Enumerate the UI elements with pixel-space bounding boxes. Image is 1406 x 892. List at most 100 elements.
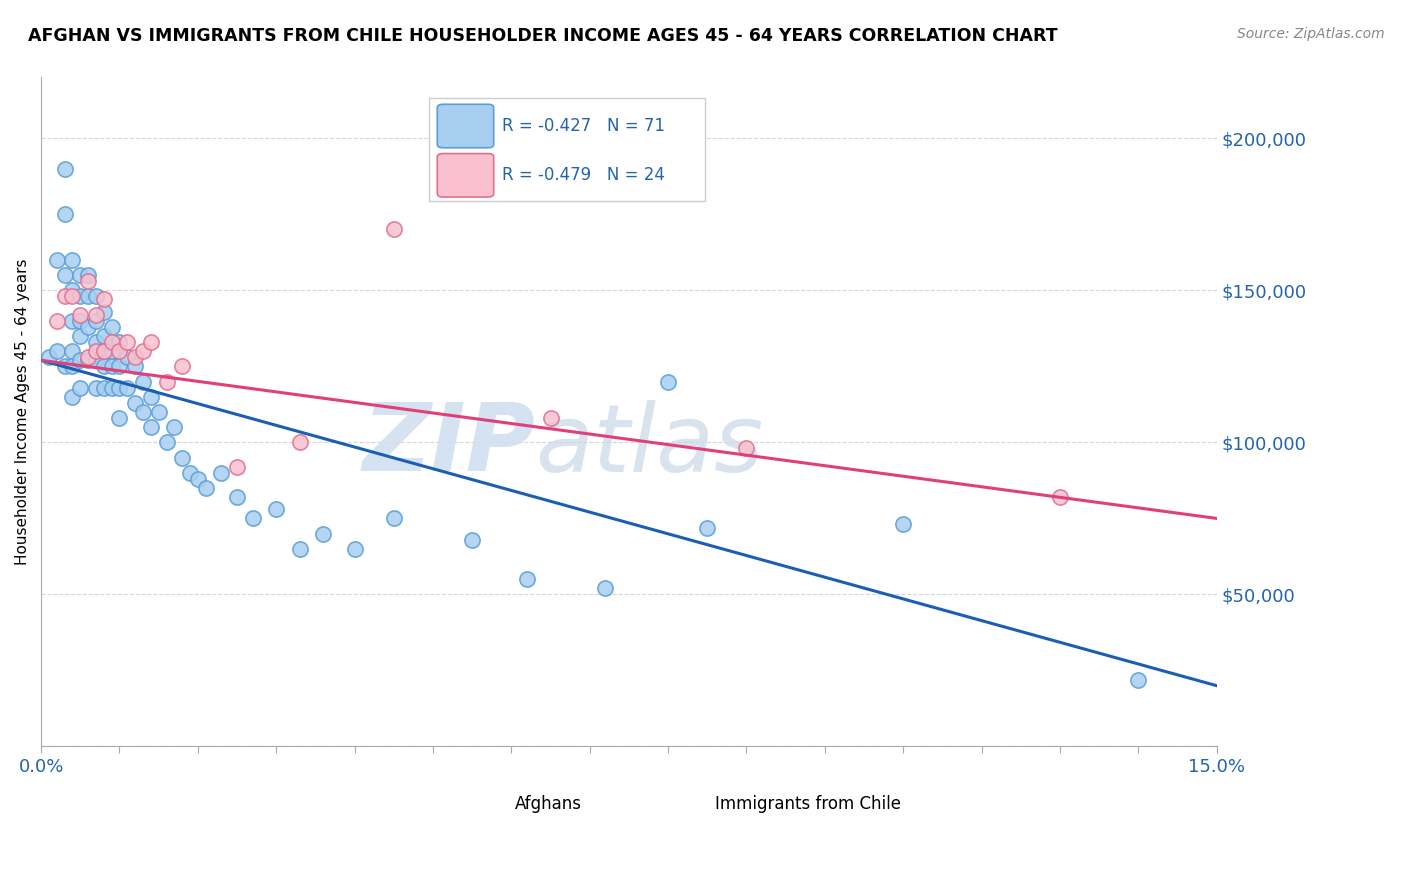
Point xyxy=(77,289,100,303)
Text: R = -0.427   N = 71: R = -0.427 N = 71 xyxy=(502,117,665,135)
Point xyxy=(735,442,758,456)
Text: Afghans: Afghans xyxy=(515,795,582,813)
Point xyxy=(172,450,194,465)
Point xyxy=(595,582,617,596)
Point xyxy=(187,472,209,486)
Point xyxy=(132,405,155,419)
Point xyxy=(148,405,170,419)
Point xyxy=(77,350,100,364)
Point xyxy=(1128,673,1150,687)
FancyBboxPatch shape xyxy=(429,97,706,202)
Point xyxy=(45,252,67,267)
Point xyxy=(343,541,366,556)
Point xyxy=(69,314,91,328)
Point xyxy=(77,268,100,282)
Point xyxy=(53,268,76,282)
Point xyxy=(124,359,146,374)
Point xyxy=(242,511,264,525)
Point xyxy=(139,334,162,349)
Point xyxy=(100,344,122,359)
Point xyxy=(139,420,162,434)
FancyBboxPatch shape xyxy=(672,789,709,819)
Point xyxy=(77,353,100,368)
Point xyxy=(69,381,91,395)
Point xyxy=(117,381,139,395)
Point xyxy=(45,344,67,359)
Point xyxy=(62,359,84,374)
Point xyxy=(891,517,914,532)
Point xyxy=(53,359,76,374)
Point xyxy=(84,353,107,368)
Point xyxy=(69,268,91,282)
Point xyxy=(77,274,100,288)
Point xyxy=(540,411,562,425)
Text: Source: ZipAtlas.com: Source: ZipAtlas.com xyxy=(1237,27,1385,41)
Point xyxy=(382,511,405,525)
Point xyxy=(53,289,76,303)
Point xyxy=(53,161,76,176)
Point xyxy=(93,381,115,395)
Point xyxy=(461,533,484,547)
Point xyxy=(69,289,91,303)
Point xyxy=(69,308,91,322)
Point xyxy=(382,222,405,236)
Y-axis label: Householder Income Ages 45 - 64 years: Householder Income Ages 45 - 64 years xyxy=(15,259,30,566)
Point xyxy=(62,314,84,328)
Point xyxy=(226,459,249,474)
Point xyxy=(84,344,107,359)
Point xyxy=(53,207,76,221)
Point xyxy=(45,314,67,328)
Point xyxy=(108,334,131,349)
Point xyxy=(124,396,146,410)
Text: AFGHAN VS IMMIGRANTS FROM CHILE HOUSEHOLDER INCOME AGES 45 - 64 YEARS CORRELATIO: AFGHAN VS IMMIGRANTS FROM CHILE HOUSEHOL… xyxy=(28,27,1057,45)
Text: atlas: atlas xyxy=(534,400,763,491)
Point xyxy=(139,390,162,404)
Point xyxy=(163,420,186,434)
Point xyxy=(117,334,139,349)
Point xyxy=(100,319,122,334)
Point xyxy=(84,334,107,349)
Point xyxy=(93,359,115,374)
Point xyxy=(100,334,122,349)
Point xyxy=(84,314,107,328)
Point xyxy=(117,350,139,364)
Point xyxy=(84,381,107,395)
Point xyxy=(657,375,679,389)
Point xyxy=(288,435,311,450)
Point xyxy=(108,344,131,359)
Point xyxy=(312,526,335,541)
Point xyxy=(100,359,122,374)
Point xyxy=(62,283,84,297)
Point xyxy=(108,411,131,425)
Point xyxy=(62,289,84,303)
Point xyxy=(77,319,100,334)
Text: ZIP: ZIP xyxy=(361,400,534,491)
Point xyxy=(62,390,84,404)
Point xyxy=(93,329,115,343)
Point xyxy=(516,572,538,586)
Point xyxy=(209,466,232,480)
FancyBboxPatch shape xyxy=(437,153,494,197)
Text: Immigrants from Chile: Immigrants from Chile xyxy=(714,795,901,813)
Point xyxy=(132,344,155,359)
Point xyxy=(93,344,115,359)
Point xyxy=(62,252,84,267)
Point xyxy=(155,435,177,450)
Point xyxy=(288,541,311,556)
Point xyxy=(93,304,115,318)
Point xyxy=(226,490,249,504)
Point xyxy=(108,381,131,395)
FancyBboxPatch shape xyxy=(437,104,494,148)
Point xyxy=(696,520,718,534)
FancyBboxPatch shape xyxy=(472,789,509,819)
Point xyxy=(132,375,155,389)
Point xyxy=(179,466,201,480)
Point xyxy=(62,344,84,359)
Point xyxy=(194,481,217,495)
Point xyxy=(264,502,287,516)
Point xyxy=(38,350,60,364)
Point xyxy=(69,329,91,343)
Point xyxy=(84,308,107,322)
Point xyxy=(172,359,194,374)
Point xyxy=(93,293,115,307)
